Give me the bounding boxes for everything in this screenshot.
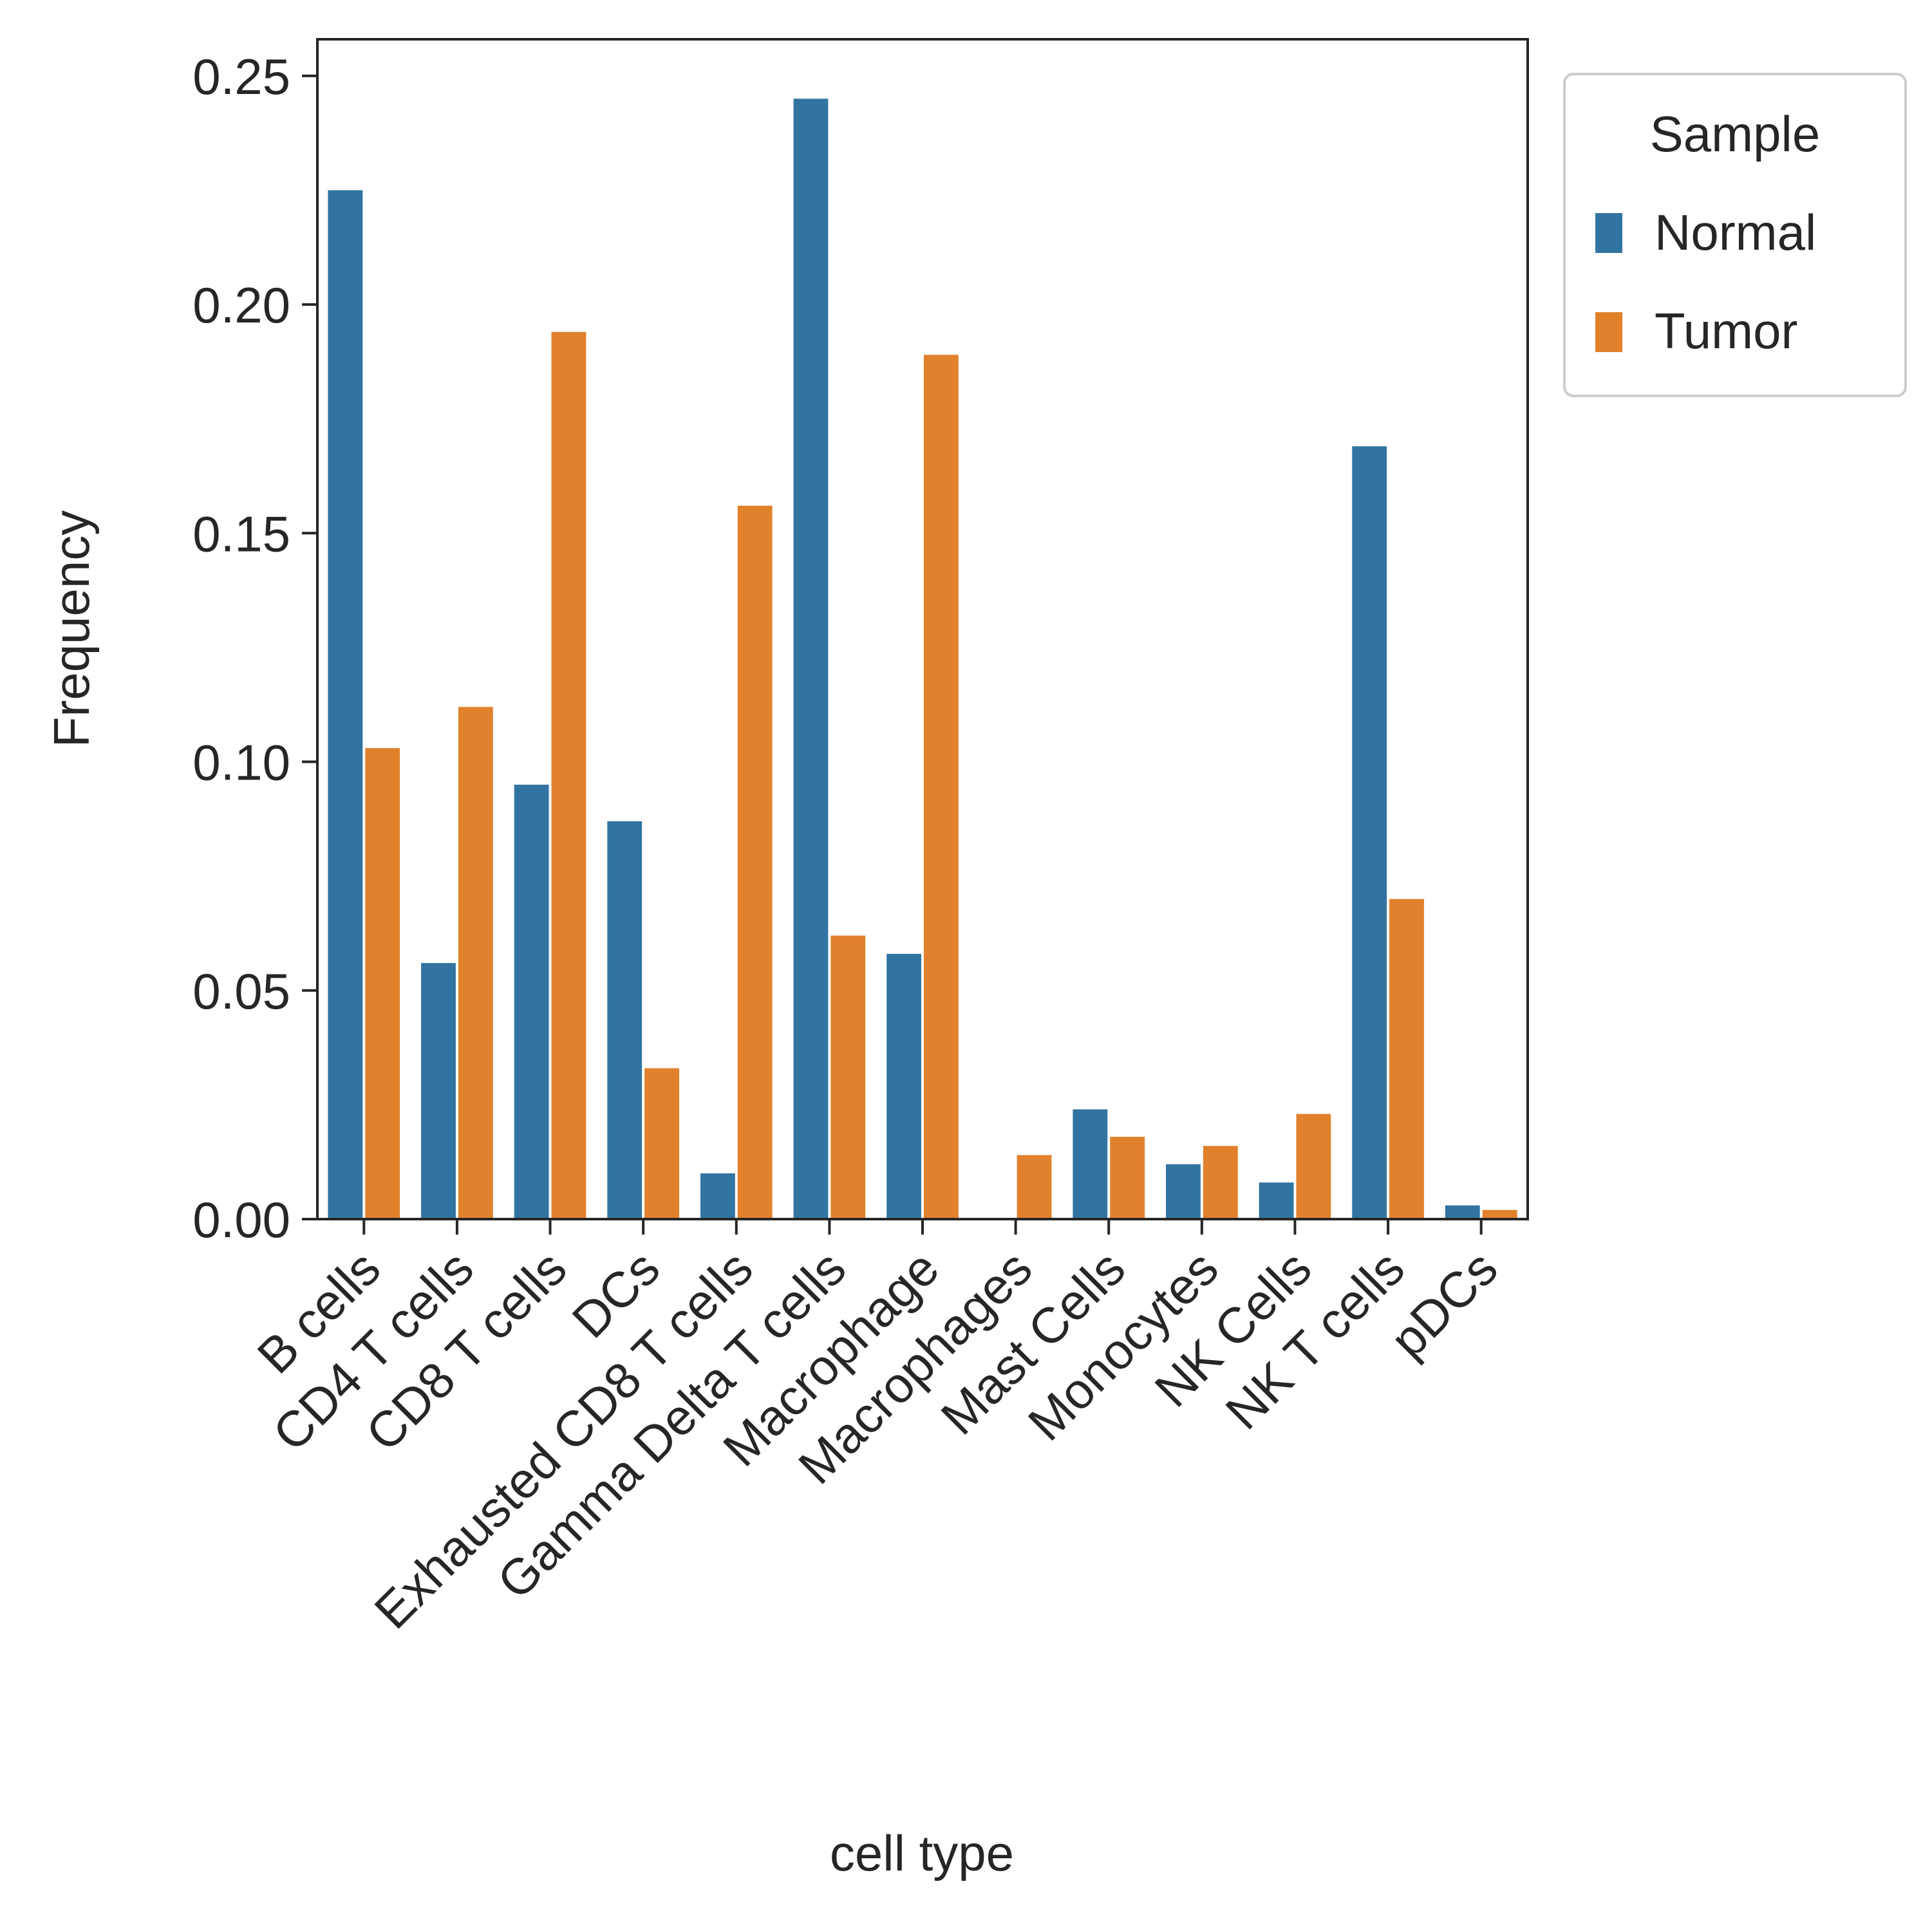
bar-tumor-nk-t-cells: [1389, 899, 1424, 1219]
y-axis-title: Frequency: [43, 510, 100, 748]
bar-tumor-cd4-t-cells: [458, 707, 493, 1219]
bar-tumor-nk-cells: [1296, 1114, 1331, 1219]
bar-normal-cd4-t-cells: [421, 963, 456, 1219]
bar-tumor-gamma-delta-t-cells: [830, 935, 866, 1219]
bar-tumor-pdcs: [1482, 1209, 1517, 1219]
bar-normal-cd8-t-cells: [514, 785, 549, 1219]
bar-normal-nk-cells: [1259, 1182, 1294, 1219]
legend-swatch-normal: [1595, 213, 1622, 253]
bar-normal-macrophage: [886, 953, 921, 1219]
bar-normal-b-cells: [328, 190, 363, 1219]
x-axis-title: cell type: [830, 1825, 1014, 1881]
bar-normal-exhausted-cd8-t-cells: [700, 1173, 735, 1219]
y-tick-label: 0.10: [192, 734, 290, 791]
bar-tumor-dcs: [644, 1068, 679, 1219]
bar-tumor-cd8-t-cells: [551, 331, 586, 1219]
legend-label-tumor: Tumor: [1655, 303, 1797, 359]
legend-swatch-tumor: [1595, 312, 1622, 352]
bar-tumor-exhausted-cd8-t-cells: [737, 505, 773, 1219]
legend-frame: [1563, 73, 1907, 397]
bar-normal-nk-t-cells: [1352, 446, 1387, 1219]
plot-frame: [316, 38, 1529, 1220]
bar-tumor-b-cells: [365, 748, 400, 1219]
y-axis-ticks: 0.00 0.05 0.10 0.15 0.20 0.25: [192, 48, 317, 1248]
bar-normal-pdcs: [1445, 1205, 1480, 1219]
y-tick-label: 0.25: [192, 48, 290, 105]
legend-title: Sample: [1650, 106, 1820, 162]
bar-tumor-monocytes: [1203, 1146, 1238, 1219]
y-tick-label: 0.15: [192, 505, 290, 562]
bar-normal-mast-cells: [1073, 1109, 1108, 1219]
y-tick-label: 0.05: [192, 963, 290, 1020]
bar-normal-gamma-delta-t-cells: [793, 98, 829, 1219]
bar-tumor-mast-cells: [1110, 1137, 1145, 1219]
bar-normal-dcs: [607, 821, 642, 1219]
y-tick-label: 0.00: [192, 1191, 290, 1248]
bar-tumor-macrophages: [1017, 1155, 1052, 1219]
legend-label-normal: Normal: [1655, 204, 1816, 261]
bar-tumor-macrophage: [924, 355, 959, 1219]
y-tick-label: 0.20: [192, 277, 290, 333]
bar-normal-monocytes: [1166, 1164, 1201, 1219]
bars-group: [328, 98, 1517, 1219]
legend: Sample Normal Tumor: [1563, 73, 1907, 397]
